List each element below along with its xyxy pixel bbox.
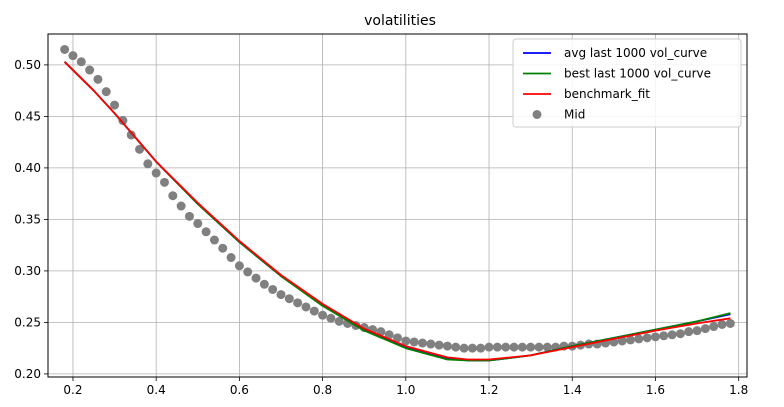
mid-point [243, 267, 253, 277]
legend-label: avg last 1000 vol_curve [564, 46, 707, 60]
mid-point [409, 337, 419, 347]
mid-point [293, 298, 303, 308]
mid-point [417, 338, 427, 348]
mid-point [384, 330, 394, 340]
mid-point [110, 100, 120, 110]
mid-point [151, 168, 161, 178]
mid-point [501, 342, 511, 352]
x-tick-label: 0.8 [313, 383, 332, 397]
mid-point [426, 339, 436, 349]
mid-point [309, 306, 319, 316]
mid-point [667, 330, 677, 340]
mid-point [509, 342, 519, 352]
mid-point [85, 65, 95, 75]
legend-label: Mid [564, 108, 585, 122]
y-tick-label: 0.45 [14, 109, 41, 123]
mid-point [684, 327, 694, 337]
y-tick-label: 0.20 [14, 367, 41, 381]
mid-point [160, 177, 169, 187]
mid-point [201, 227, 211, 237]
mid-point [451, 342, 461, 352]
mid-point [700, 324, 710, 334]
mid-point [209, 235, 219, 245]
y-tick-label: 0.40 [14, 161, 41, 175]
mid-point [617, 336, 627, 346]
x-tick-label: 0.2 [63, 383, 82, 397]
mid-point [135, 144, 145, 154]
mid-point [143, 159, 153, 169]
mid-point [692, 326, 702, 336]
mid-point [168, 191, 178, 201]
y-tick-label: 0.30 [14, 264, 41, 278]
mid-point [542, 342, 552, 352]
mid-point [467, 343, 477, 353]
x-tick-label: 1.2 [479, 383, 498, 397]
series-line-benchmark-fit [63, 61, 731, 361]
mid-point [492, 342, 502, 352]
mid-point [675, 329, 685, 339]
legend-box [512, 38, 742, 128]
mid-point [184, 211, 194, 221]
mid-point [626, 335, 635, 345]
mid-point [434, 340, 444, 350]
y-tick-label: 0.50 [14, 58, 41, 72]
mid-point [534, 342, 544, 352]
legend-marker [532, 110, 542, 119]
mid-point [93, 74, 103, 84]
mid-point [68, 51, 78, 61]
mid-point [318, 310, 328, 320]
mid-point [60, 44, 70, 54]
mid-point [226, 253, 236, 263]
legend-label: best last 1000 vol_curve [564, 67, 711, 81]
mid-point [101, 87, 111, 97]
mid-point [234, 261, 244, 271]
mid-point [401, 336, 411, 346]
mid-point [334, 316, 344, 326]
mid-point [176, 201, 186, 211]
mid-point [709, 322, 719, 332]
mid-point [476, 343, 486, 353]
mid-point [725, 318, 735, 328]
plot-data [60, 44, 735, 362]
mid-point [326, 313, 336, 323]
mid-point [218, 243, 228, 253]
mid-point [276, 290, 286, 300]
mid-point [442, 341, 452, 351]
x-tick-label: 1.4 [563, 383, 582, 397]
mid-point [268, 284, 278, 294]
x-tick-label: 0.6 [230, 383, 249, 397]
mid-point [301, 302, 311, 312]
mid-point [393, 333, 402, 343]
mid-point [118, 116, 128, 126]
mid-point [634, 334, 644, 344]
mid-point [659, 331, 669, 341]
mid-point [193, 219, 203, 229]
mid-point [284, 294, 294, 304]
mid-point [517, 342, 527, 352]
x-tick-label: 0.4 [147, 383, 166, 397]
mid-point [650, 332, 660, 342]
mid-point [76, 57, 86, 67]
mid-point [484, 342, 494, 352]
mid-point [717, 319, 727, 329]
plot-frame [47, 33, 748, 378]
mid-point [526, 342, 536, 352]
chart-title: volatilities [364, 13, 436, 29]
x-tick-label: 1.8 [729, 383, 748, 397]
mid-point [459, 343, 469, 353]
y-tick-label: 0.25 [14, 315, 41, 329]
mid-point [126, 130, 136, 140]
legend-label: benchmark_fit [564, 87, 650, 101]
mid-point [259, 279, 269, 289]
mid-point [251, 273, 261, 283]
mid-point [642, 333, 652, 343]
axes: 0.2 0.4 0.6 0.8 1.0 1.2 1.4 1.6 1.8 0.20 0.25 0.30 0… [14, 58, 748, 397]
x-tick-label: 1.6 [646, 383, 665, 397]
x-tick-label: 1.0 [396, 383, 415, 397]
y-tick-label: 0.35 [14, 212, 41, 226]
